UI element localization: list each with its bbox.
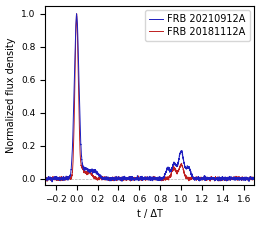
FRB 20210912A [44,177,47,180]
FRB 20210912A [68,177,71,180]
FRB 20181112A [68,177,71,179]
FRB 20181112A [44,177,47,180]
Y-axis label: Normalized flux density: Normalized flux density [5,38,16,153]
Line: FRB 20210912A: FRB 20210912A [45,14,255,182]
FRB 20210912A [253,177,256,180]
FRB 20181112A [46,180,49,183]
FRB 20210912A [50,181,54,183]
FRB 20210912A [124,176,127,178]
FRB 20181112A [253,178,256,180]
FRB 20210912A [80,155,83,158]
FRB 20181112A [75,12,78,15]
FRB 20181112A [124,176,127,179]
FRB 20181112A [80,166,83,169]
Legend: FRB 20210912A, FRB 20181112A: FRB 20210912A, FRB 20181112A [145,10,250,41]
FRB 20181112A [249,178,252,180]
FRB 20210912A [75,12,78,15]
FRB 20210912A [133,178,136,181]
FRB 20181112A [226,177,230,179]
FRB 20210912A [249,175,252,178]
FRB 20210912A [226,176,230,179]
X-axis label: t / ΔT: t / ΔT [137,209,163,219]
FRB 20181112A [133,177,136,180]
Line: FRB 20181112A: FRB 20181112A [45,14,255,181]
